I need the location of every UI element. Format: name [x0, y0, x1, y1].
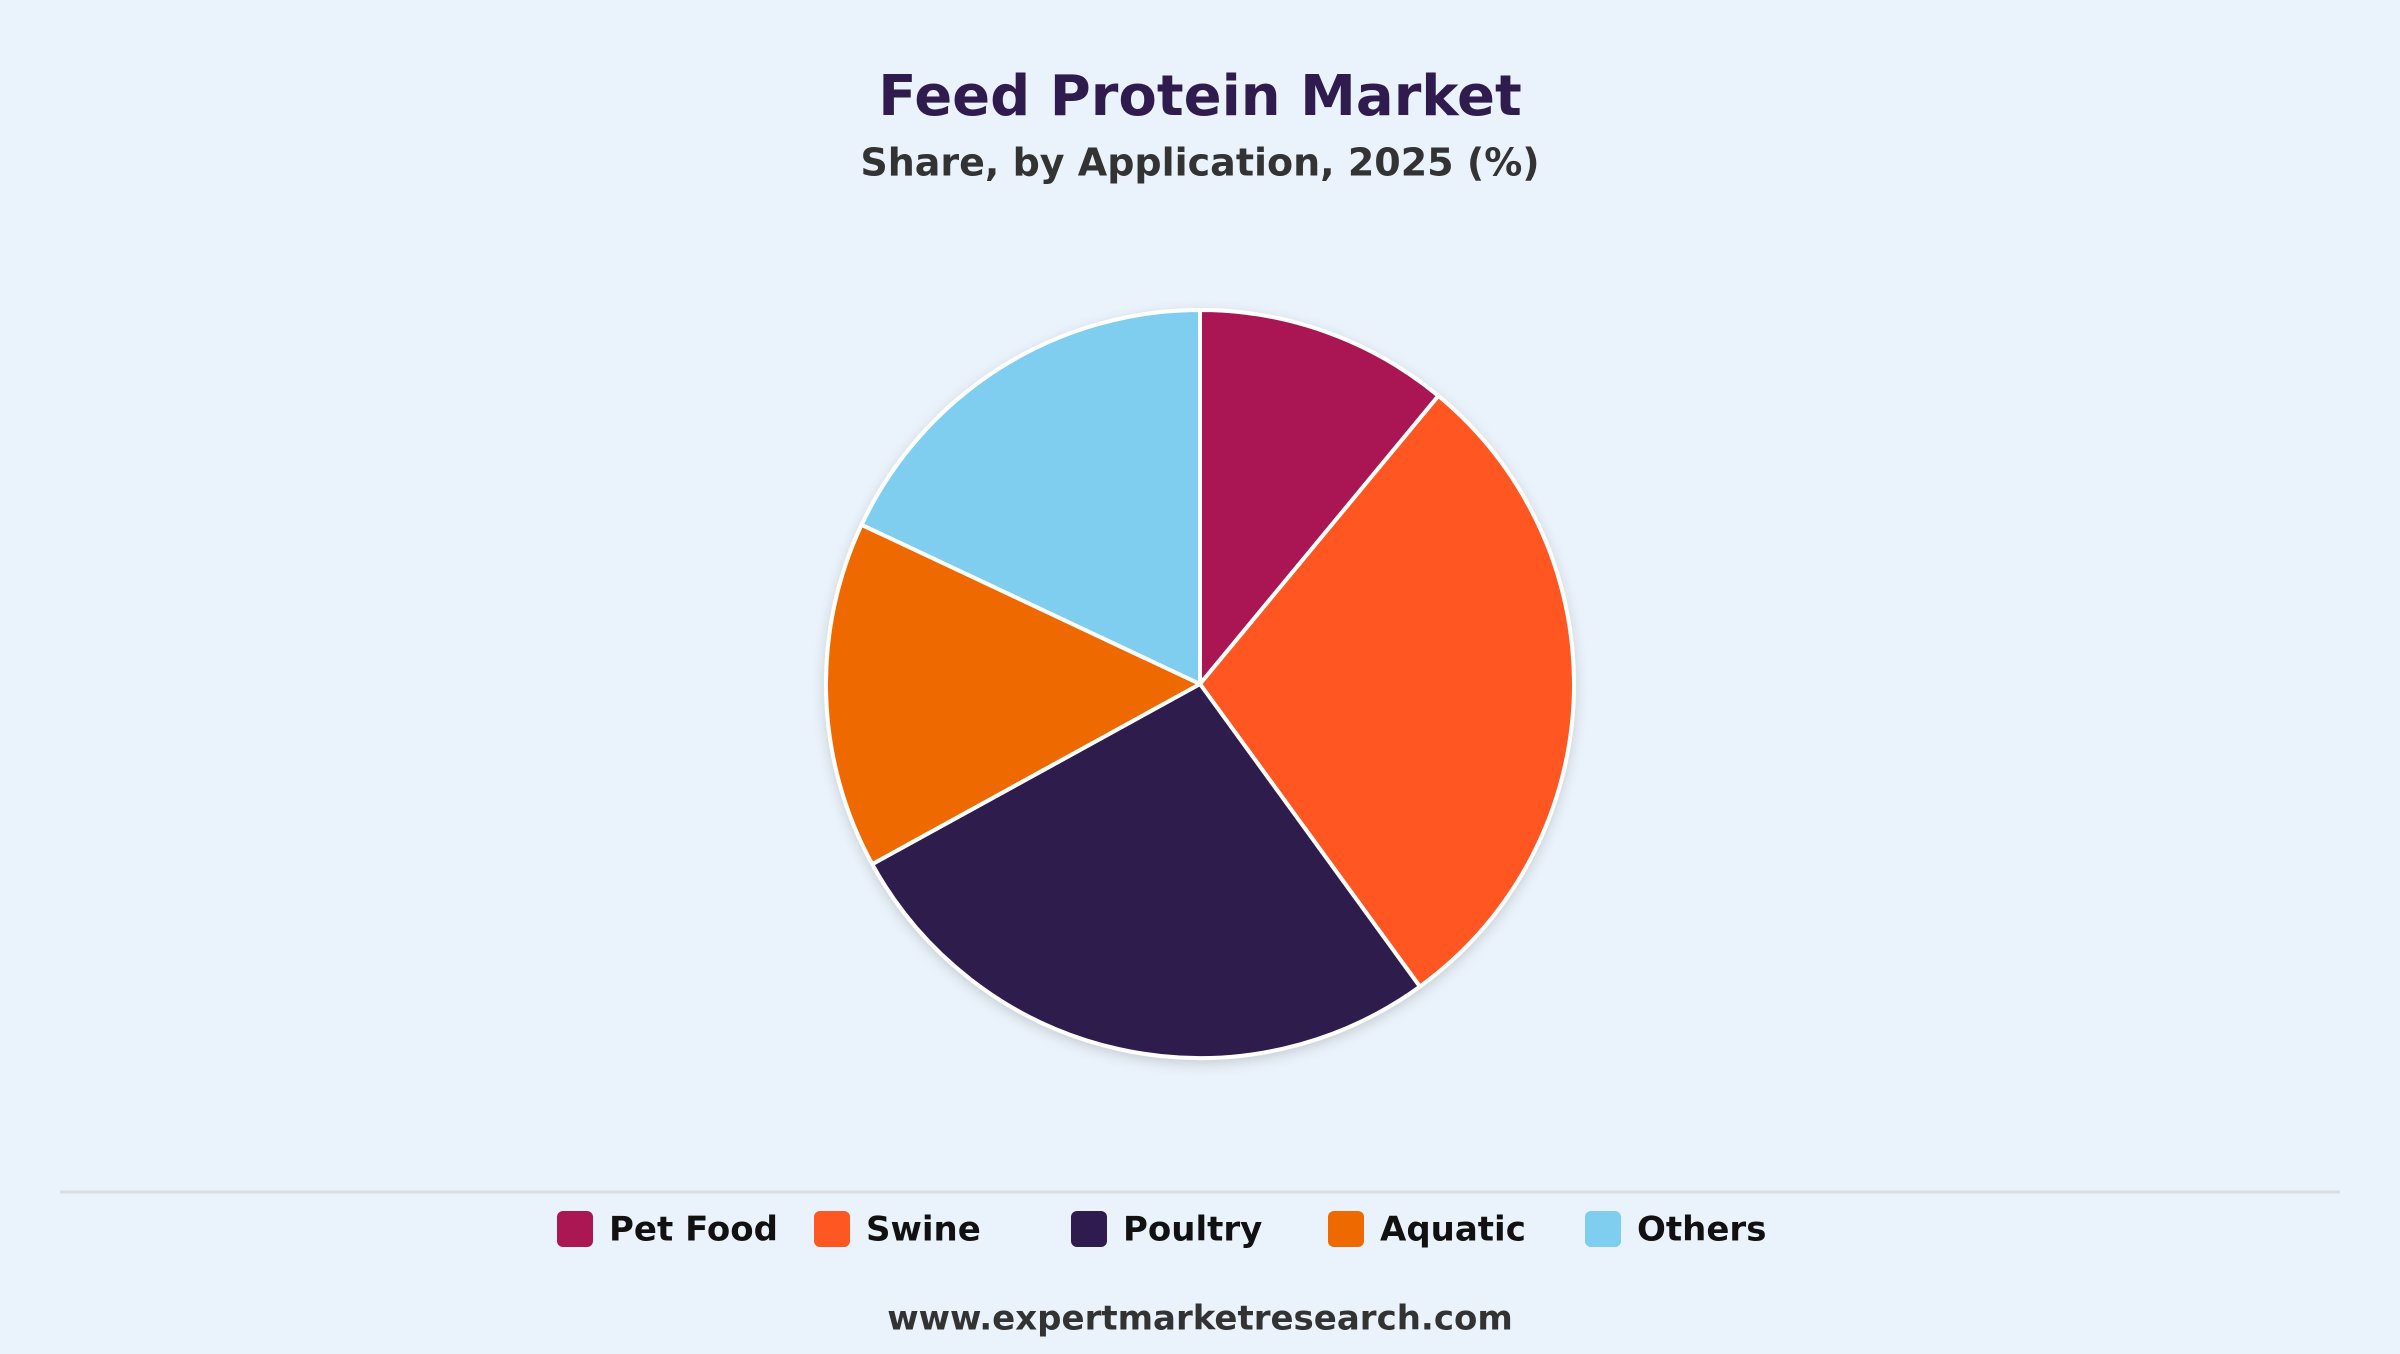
legend-label: Others [1637, 1210, 1766, 1250]
pie-slice [870, 682, 1422, 1060]
legend-label: Pet Food [609, 1210, 778, 1250]
pie-slice [1198, 393, 1576, 989]
legend-swatch [814, 1211, 850, 1247]
pie-slice [824, 522, 1202, 867]
legend-label: Aquatic [1380, 1210, 1526, 1250]
legend-label: Poultry [1123, 1210, 1262, 1250]
pie [824, 308, 1576, 1060]
legend-label: Swine [866, 1210, 981, 1250]
source: www.expertmarketresearch.com [887, 1299, 1513, 1339]
legend-swatch [1328, 1211, 1364, 1247]
legend-swatch [1071, 1211, 1107, 1247]
legend-swatch [1585, 1211, 1621, 1247]
legend-swatch [557, 1211, 593, 1247]
chart-subtitle: Share, by Application, 2025 (%) [860, 141, 1539, 185]
legend: Pet Food Swine Poultry Aquatic Others [557, 1210, 1766, 1250]
pie-slice [859, 308, 1202, 686]
chart-title: Feed Protein Market [878, 64, 1522, 129]
pie-slice [1198, 308, 1441, 686]
